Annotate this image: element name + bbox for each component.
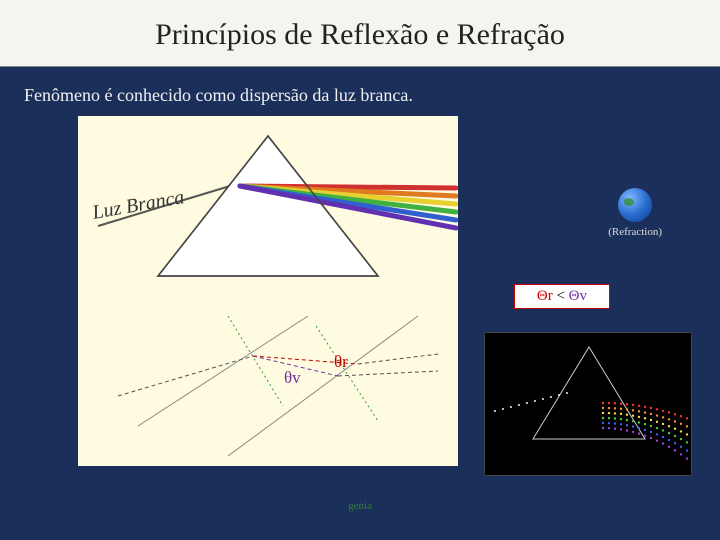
- dark-prism-svg: [485, 333, 693, 477]
- theta-r-label: θr: [334, 352, 348, 372]
- theta-v-symbol: Θv: [569, 288, 587, 304]
- page-title: Princípios de Reflexão e Refração: [0, 18, 720, 52]
- title-bar: Princípios de Reflexão e Refração: [0, 0, 720, 67]
- angle-inequality-box: Θr < Θv: [514, 284, 610, 309]
- globe-icon: [618, 188, 652, 222]
- prism-dispersion-diagram: Luz Branca θv θr: [78, 116, 458, 466]
- content-area: Luz Branca θv θr (Refraction) Θr < Θv ge…: [0, 116, 720, 526]
- footer-credit: genia: [348, 500, 372, 512]
- refraction-link-label: (Refraction): [608, 226, 662, 238]
- dark-prism-animation: [484, 332, 692, 476]
- inequality-operator: <: [556, 288, 564, 304]
- subtitle-text: Fenômeno é conhecido como dispersão da l…: [0, 67, 720, 116]
- prism-svg: [78, 116, 458, 466]
- theta-r-symbol: Θr: [537, 288, 553, 304]
- refraction-link[interactable]: (Refraction): [608, 188, 662, 238]
- theta-v-label: θv: [284, 368, 301, 388]
